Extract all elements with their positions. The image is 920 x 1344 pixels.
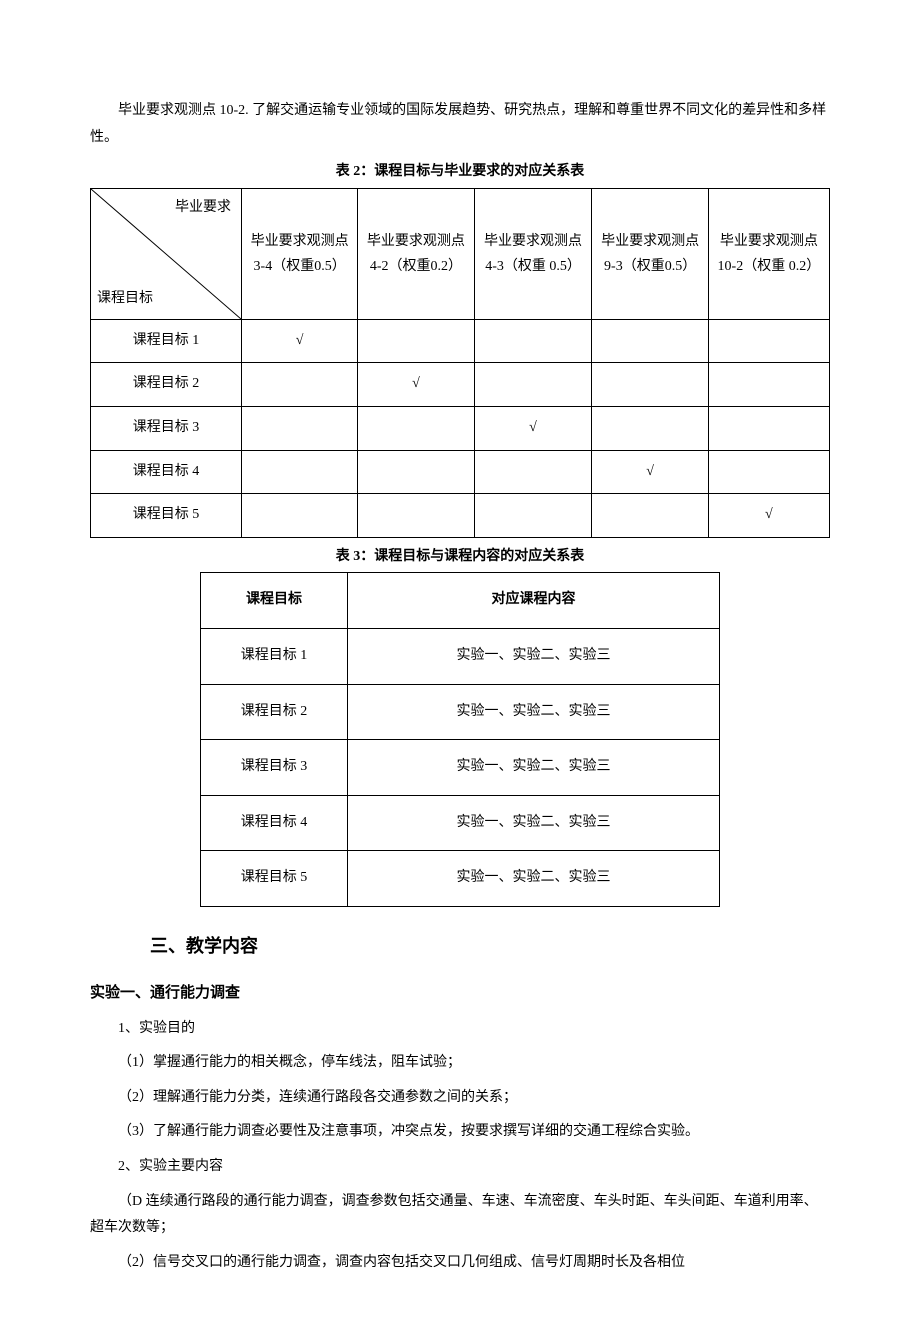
- table2-cell: [358, 450, 474, 494]
- table2-colhead: 毕业要求观测点 4-2（权重0.2）: [358, 188, 474, 319]
- table-row: 课程目标 4 实验一、实验二、实验三: [201, 795, 720, 851]
- table2-rowhead: 课程目标 1: [91, 319, 242, 363]
- table3-caption: 表 3：课程目标与课程内容的对应关系表: [90, 544, 830, 571]
- experiment1-title: 实验一、通行能力调查: [90, 979, 830, 1008]
- table3-cell: 课程目标 4: [201, 795, 348, 851]
- table2-cell: [592, 319, 708, 363]
- intro-paragraph: 毕业要求观测点 10-2. 了解交通运输专业领域的国际发展趋势、研究热点，理解和…: [90, 98, 830, 151]
- table2-rowhead: 课程目标 2: [91, 363, 242, 407]
- exp1-purpose-item: （1）掌握通行能力的相关概念，停车线法，阻车试验；: [90, 1050, 830, 1077]
- table3-cell: 课程目标 5: [201, 851, 348, 907]
- table2-cell: [358, 406, 474, 450]
- table2-cell: [708, 363, 829, 407]
- table2-cell: [474, 319, 592, 363]
- table2-cell: [708, 406, 829, 450]
- table3-header: 课程目标: [201, 573, 348, 629]
- table2-cell: [592, 494, 708, 538]
- exp1-purpose-item: （3）了解通行能力调查必要性及注意事项，冲突点发，按要求撰写详细的交通工程综合实…: [90, 1119, 830, 1146]
- table2-cell: [242, 406, 358, 450]
- table2-cell: [358, 494, 474, 538]
- table-row: 课程目标 1 实验一、实验二、实验三: [201, 628, 720, 684]
- table2-cell: [474, 494, 592, 538]
- table3-cell: 课程目标 3: [201, 740, 348, 796]
- table3-header-row: 课程目标 对应课程内容: [201, 573, 720, 629]
- table2-cell: [474, 450, 592, 494]
- table3-cell: 实验一、实验二、实验三: [348, 684, 720, 740]
- table3-cell: 实验一、实验二、实验三: [348, 740, 720, 796]
- table2-cell: [242, 494, 358, 538]
- section3-title: 三、教学内容: [150, 929, 830, 963]
- table-row: 课程目标 2 实验一、实验二、实验三: [201, 684, 720, 740]
- table2-cell: √: [242, 319, 358, 363]
- table2-diag-top: 毕业要求: [175, 195, 231, 222]
- exp1-content-item: （D 连续通行路段的通行能力调查，调查参数包括交通量、车速、车流密度、车头时距、…: [90, 1189, 830, 1242]
- table-row: 课程目标 2 √: [91, 363, 830, 407]
- table2: 毕业要求 课程目标 毕业要求观测点 3-4（权重0.5） 毕业要求观测点 4-2…: [90, 188, 830, 538]
- table2-diag-bottom: 课程目标: [97, 286, 153, 313]
- exp1-purpose-item: （2）理解通行能力分类，连续通行路段各交通参数之间的关系；: [90, 1085, 830, 1112]
- table2-cell: √: [592, 450, 708, 494]
- table2-cell: [242, 450, 358, 494]
- table-row: 课程目标 3 √: [91, 406, 830, 450]
- table2-cell: [708, 450, 829, 494]
- exp1-content-label: 2、实验主要内容: [90, 1154, 830, 1181]
- table2-rowhead: 课程目标 3: [91, 406, 242, 450]
- table2-header-row: 毕业要求 课程目标 毕业要求观测点 3-4（权重0.5） 毕业要求观测点 4-2…: [91, 188, 830, 319]
- table2-colhead: 毕业要求观测点 9-3（权重0.5）: [592, 188, 708, 319]
- table2-cell: √: [358, 363, 474, 407]
- table3-cell: 实验一、实验二、实验三: [348, 851, 720, 907]
- table3-header: 对应课程内容: [348, 573, 720, 629]
- table-row: 课程目标 5 实验一、实验二、实验三: [201, 851, 720, 907]
- table2-diag-cell: 毕业要求 课程目标: [91, 188, 242, 319]
- table3-cell: 课程目标 1: [201, 628, 348, 684]
- table2-rowhead: 课程目标 5: [91, 494, 242, 538]
- table2-cell: [474, 363, 592, 407]
- exp1-purpose-label: 1、实验目的: [90, 1016, 830, 1043]
- table2-caption: 表 2：课程目标与毕业要求的对应关系表: [90, 159, 830, 186]
- table2-colhead: 毕业要求观测点 4-3（权重 0.5）: [474, 188, 592, 319]
- table2-cell: [358, 319, 474, 363]
- table2-colhead: 毕业要求观测点 3-4（权重0.5）: [242, 188, 358, 319]
- table2-colhead: 毕业要求观测点 10-2（权重 0.2）: [708, 188, 829, 319]
- table3-cell: 实验一、实验二、实验三: [348, 628, 720, 684]
- table2-cell: [242, 363, 358, 407]
- table2-cell: [592, 406, 708, 450]
- table2-cell: √: [474, 406, 592, 450]
- table3: 课程目标 对应课程内容 课程目标 1 实验一、实验二、实验三 课程目标 2 实验…: [200, 572, 720, 907]
- table3-cell: 实验一、实验二、实验三: [348, 795, 720, 851]
- table-row: 课程目标 4 √: [91, 450, 830, 494]
- table2-cell: [592, 363, 708, 407]
- exp1-content-item: （2）信号交叉口的通行能力调查，调查内容包括交叉口几何组成、信号灯周期时长及各相…: [90, 1250, 830, 1277]
- table-row: 课程目标 1 √: [91, 319, 830, 363]
- table2-cell: [708, 319, 829, 363]
- table3-cell: 课程目标 2: [201, 684, 348, 740]
- table2-rowhead: 课程目标 4: [91, 450, 242, 494]
- table2-cell: √: [708, 494, 829, 538]
- table-row: 课程目标 5 √: [91, 494, 830, 538]
- table-row: 课程目标 3 实验一、实验二、实验三: [201, 740, 720, 796]
